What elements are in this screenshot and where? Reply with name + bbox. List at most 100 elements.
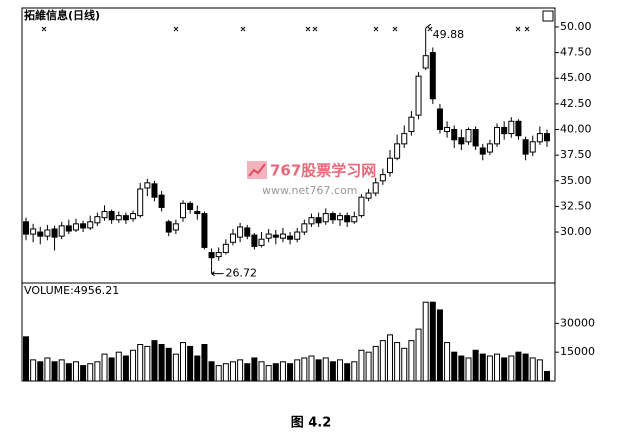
candle-body [30,228,37,235]
y-tick-label: 37.50 [560,148,592,161]
volume-bar [130,349,137,382]
volume-bar [30,359,37,382]
volume-bar [372,345,379,382]
candle-body [372,182,379,194]
y-tick-label: 30000 [560,316,595,329]
volume-bar [329,361,336,382]
volume-bar [486,355,493,382]
volume-bar [115,351,122,382]
volume-bar [415,328,422,382]
annotation-label: 49.88 [433,28,465,41]
candle-body [244,227,251,237]
candle-body [329,213,336,221]
candle-body [494,126,501,145]
candle-body [408,116,415,133]
volume-bar [386,334,393,382]
candle-body [522,139,529,155]
volume-bar [108,357,115,382]
volume-bar [422,301,429,382]
candle-body [72,223,79,231]
volume-bar [308,355,315,382]
y-tick-label: 32.50 [560,199,592,212]
candle-body [80,223,87,229]
candle-body [358,196,365,217]
candle-body [394,143,401,159]
candle-body [515,120,522,137]
volume-bar [544,370,550,382]
candle-body [536,133,543,143]
volume-bar [479,353,486,382]
candle-body [258,238,265,246]
candle-body [44,229,51,237]
volume-bar [536,359,543,382]
volume-bar [508,355,515,382]
volume-bar [137,343,144,382]
candle-body [415,75,422,116]
candle-body [58,225,65,237]
volume-bar [87,363,94,382]
volume-bar [51,361,58,382]
candle-body [108,211,115,221]
candle-body [444,126,451,133]
volume-bar [501,357,508,382]
volume-bar [522,353,529,382]
candle-body [472,129,479,147]
watermark-logo-line [248,163,266,177]
volume-bar [365,351,372,382]
volume-title: VOLUME:4956.21 [24,284,119,297]
candle-body [87,221,94,229]
volume-bar [237,359,244,382]
volume-bar [44,357,51,382]
candle-body [194,211,201,215]
volume-bar [301,357,308,382]
candle-body [151,183,158,198]
volume-bar [394,342,401,382]
volume-bar [222,363,229,382]
annotation-arrow [211,271,224,277]
volume-bar [72,361,79,382]
volume-bar [401,347,408,382]
candle-body [544,133,550,142]
watermark: 767股票学习网 www.net767.com [247,161,376,197]
chart-title: 拓維信息(日线) [24,8,100,22]
volume-bar [529,357,536,382]
volume-bar [172,353,179,382]
candle-body [37,231,44,237]
candle-body [94,216,101,224]
y-tick-label: 47.50 [560,46,592,59]
candle-body [508,120,515,135]
candle-body [486,143,493,153]
volume-bar [279,361,286,382]
candle-body [122,215,129,221]
volume-bar [358,349,365,382]
candle-body [386,157,393,174]
volume-bar [315,359,322,382]
candle-body [158,194,165,208]
candle-body [529,141,536,153]
volume-bar [451,351,458,382]
candle-body [222,243,229,254]
y-tick-label: 40.00 [560,123,592,136]
candle-body [458,137,465,145]
volume-bar [158,343,165,382]
volume-bar [351,361,358,382]
volume-bar [65,363,72,382]
volume-bar [23,336,29,382]
volume-bar [80,365,87,382]
candle-body [215,252,222,258]
watermark-logo [247,161,267,179]
candle-body [237,226,244,238]
candle-body [65,225,72,232]
annotation-leader [425,23,431,29]
signal-markers [41,26,530,32]
candle-body [165,221,172,233]
candle-body [422,55,429,69]
candle-body [308,217,315,225]
candle-body [265,233,272,239]
volume-bar [272,363,279,382]
volume-bar [265,365,272,382]
y-tick-label: 35.00 [560,174,592,187]
candle-body [172,223,179,231]
candle-body [501,126,508,135]
